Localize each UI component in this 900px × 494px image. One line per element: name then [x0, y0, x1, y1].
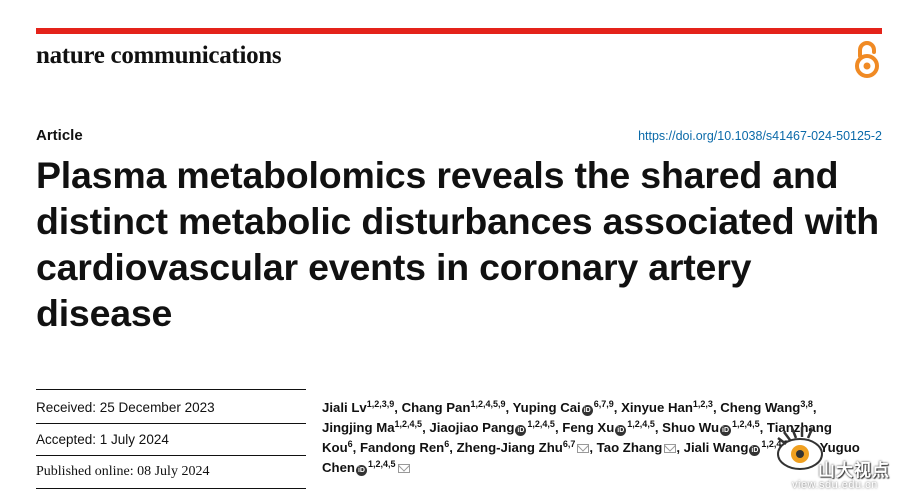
- author-affiliations: 1,2,3,9: [366, 399, 395, 409]
- author-name: Jiaojiao Pang: [429, 420, 515, 435]
- journal-top-bar: [36, 28, 882, 34]
- orcid-icon[interactable]: iD: [355, 465, 367, 476]
- divider: [36, 455, 306, 456]
- author[interactable]: Feng Xu iD1,2,4,5: [562, 419, 655, 436]
- author-affiliations: 1,2,4,5: [761, 439, 789, 449]
- author-name: Shuo Wu: [662, 420, 720, 435]
- author-name: Feng Xu: [562, 420, 615, 435]
- author-affiliations: 1,2,4,5: [527, 419, 555, 429]
- author-name: Jiali Wang: [683, 440, 749, 455]
- author[interactable]: Tianzhang Kou6: [322, 420, 832, 455]
- author[interactable]: Jiaojiao Pang iD1,2,4,5: [429, 419, 555, 436]
- watermark-text: 山大视点: [818, 461, 890, 480]
- author[interactable]: Zheng-Jiang Zhu6,7: [457, 440, 590, 455]
- orcid-icon[interactable]: iD: [749, 445, 761, 456]
- author[interactable]: Jingjing Ma1,2,4,5: [322, 419, 423, 436]
- orcid-icon[interactable]: iD: [615, 425, 627, 436]
- author[interactable]: Cheng Wang3,8: [720, 399, 813, 416]
- published-date: Published online: 08 July 2024: [36, 464, 210, 479]
- watermark-logo: [777, 427, 823, 470]
- author-name: Jingjing Ma: [322, 420, 395, 435]
- author-affiliations: 1,2,4,5,9: [470, 399, 506, 409]
- author-name: Yuguo Chen: [322, 440, 860, 475]
- divider: [36, 488, 306, 489]
- divider: [36, 389, 306, 390]
- author-affiliations: 6: [347, 439, 353, 449]
- watermark-url: view.sdu.edu.cn: [792, 479, 878, 491]
- author-affiliations: 1,2,4,5: [394, 419, 423, 429]
- divider: [36, 423, 306, 424]
- orcid-icon[interactable]: iD: [581, 405, 593, 416]
- orcid-icon[interactable]: iD: [515, 425, 527, 436]
- author-name: Tao Zhang: [596, 440, 663, 455]
- author-name: Zheng-Jiang Zhu: [456, 440, 563, 455]
- author-affiliations: 1,2,3: [692, 399, 713, 409]
- author[interactable]: Shuo Wu iD1,2,4,5: [662, 419, 760, 436]
- open-access-icon[interactable]: [852, 40, 882, 80]
- author-name: Yuping Cai: [512, 400, 581, 415]
- received-date: Received: 25 December 2023: [36, 400, 215, 415]
- author[interactable]: Xinyue Han1,2,3: [621, 399, 713, 416]
- accepted-date: Accepted: 1 July 2024: [36, 432, 169, 447]
- author-affiliations: 1,2,4,5: [627, 419, 655, 429]
- article-type: Article: [36, 127, 83, 144]
- author-name: Tianzhang Kou: [322, 420, 832, 455]
- email-icon[interactable]: [577, 444, 590, 453]
- author[interactable]: Fandong Ren6: [359, 439, 450, 456]
- author[interactable]: Yuping Cai iD6,7,9: [512, 399, 614, 416]
- author-name: Chang Pan: [401, 400, 471, 415]
- author[interactable]: Tao Zhang: [597, 440, 677, 455]
- orcid-icon[interactable]: iD: [720, 425, 732, 436]
- journal-name: nature communications: [36, 42, 282, 69]
- author-list: Jiali Lv1,2,3,9, Chang Pan1,2,4,5,9, Yup…: [322, 399, 860, 476]
- author-affiliations: 6,7,9: [593, 399, 614, 409]
- author-affiliations: 6,7: [562, 439, 576, 449]
- author[interactable]: Chang Pan1,2,4,5,9: [401, 399, 506, 416]
- author-affiliations: 6: [444, 439, 450, 449]
- author-affiliations: 3,8: [800, 399, 813, 409]
- email-icon[interactable]: [664, 444, 677, 453]
- author-name: Jiali Lv: [322, 400, 367, 415]
- author-name: Cheng Wang: [720, 400, 801, 415]
- article-title: Plasma metabolomics reveals the shared a…: [36, 154, 879, 334]
- author-name: Xinyue Han: [621, 400, 693, 415]
- author-affiliations: 1,2,4,5: [367, 459, 396, 469]
- author[interactable]: Jiali Lv1,2,3,9: [322, 399, 395, 416]
- doi-link[interactable]: https://doi.org/10.1038/s41467-024-50125…: [638, 129, 882, 143]
- author-affiliations: 1,2,4,5: [732, 419, 760, 429]
- author[interactable]: Yuguo Chen iD1,2,4,5: [322, 440, 860, 476]
- author-name: Fandong Ren: [359, 440, 445, 455]
- email-icon[interactable]: [397, 464, 410, 473]
